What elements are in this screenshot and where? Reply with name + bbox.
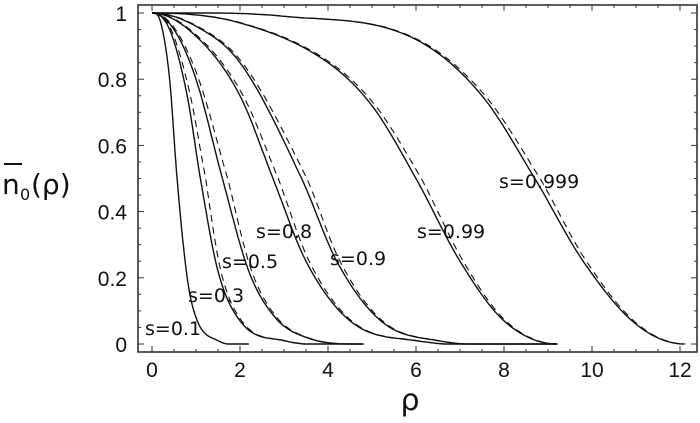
- x-tick-label: 6: [410, 359, 422, 382]
- x-tick-labels: 0 2 4 6 8 10 12: [146, 359, 692, 382]
- x-tick-label: 8: [498, 359, 510, 382]
- curve-s-0.99: [152, 12, 557, 345]
- y-tick-label: 0: [115, 334, 127, 357]
- y-axis-title: n 0 (ρ): [2, 163, 71, 204]
- axis-ticks: [138, 5, 697, 352]
- y-tick-label: 0.4: [98, 202, 128, 225]
- curve-approx-s-0.5: [153, 12, 365, 345]
- x-tick-label: 2: [234, 359, 246, 382]
- y-tick-labels: 0 0.2 0.4 0.6 0.8 1: [98, 3, 128, 357]
- curve-label: s=0.99: [417, 221, 485, 243]
- x-tick-label: 0: [146, 359, 158, 382]
- curve-label: s=0.1: [145, 318, 201, 340]
- curve-approx-s-0.99: [153, 12, 558, 345]
- y-axis-symbol: n: [2, 168, 20, 201]
- y-tick-label: 1: [115, 3, 127, 26]
- y-tick-label: 0.6: [98, 135, 127, 158]
- curve-approx-s-0.3: [153, 12, 365, 345]
- curve-s-0.3: [152, 12, 364, 345]
- curves: [151, 12, 686, 345]
- curve-approx-s-0.8: [153, 12, 558, 345]
- y-tick-label: 0.8: [98, 69, 127, 92]
- y-axis-arg: (ρ): [31, 168, 71, 201]
- y-axis-subscript: 0: [20, 185, 30, 204]
- curve-label: s=0.9: [330, 248, 386, 270]
- curve-s-0.999: [152, 12, 685, 345]
- curve-s-0.5: [152, 12, 364, 345]
- x-tick-label: 4: [322, 359, 334, 382]
- curve-label: s=0.8: [256, 221, 312, 243]
- curve-label: s=0.999: [499, 171, 579, 193]
- x-axis-title: ρ: [400, 383, 419, 418]
- curve-label: s=0.5: [222, 251, 278, 273]
- curve-s-0.1: [152, 12, 249, 345]
- x-tick-label: 12: [668, 359, 691, 382]
- curve-label: s=0.3: [188, 285, 244, 307]
- x-tick-label: 10: [580, 359, 603, 382]
- y-tick-label: 0.2: [98, 268, 127, 291]
- curve-labels: s=0.1 s=0.3 s=0.5 s=0.8 s=0.9 s=0.99 s=0.999: [145, 171, 579, 340]
